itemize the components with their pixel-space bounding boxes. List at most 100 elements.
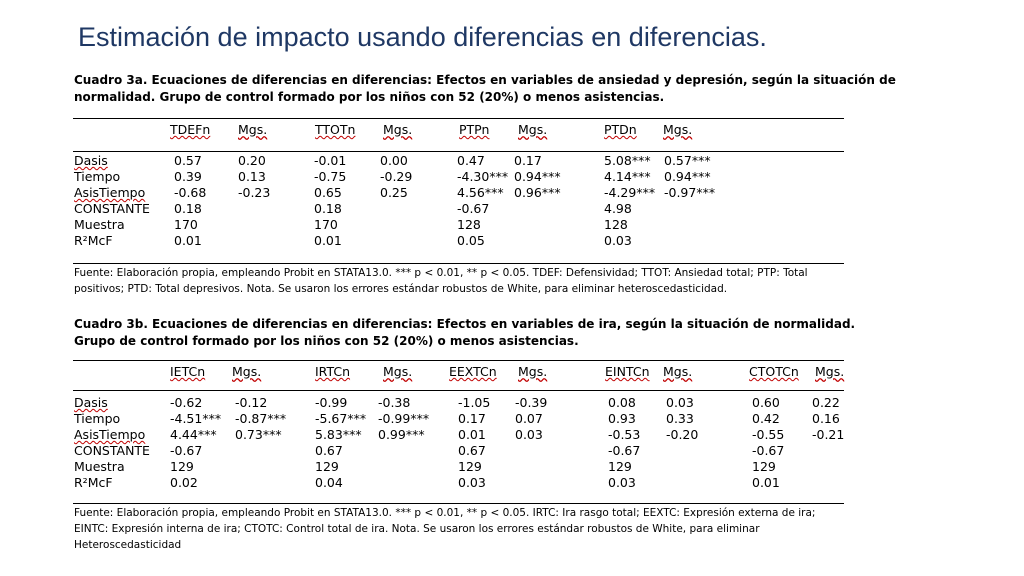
table-cell: 0.17 xyxy=(514,153,542,168)
table-cell: -0.39 xyxy=(515,395,548,410)
table-cell: 0.96*** xyxy=(514,185,561,200)
row-label: AsisTiempo xyxy=(74,185,146,200)
table-cell: 0.42 xyxy=(752,411,780,426)
table-cell: 0.39 xyxy=(174,169,202,184)
row-label: R²McF xyxy=(74,475,113,490)
table-cell: -0.99 xyxy=(315,395,348,410)
table-cell: 0.13 xyxy=(238,169,266,184)
table-cell: -0.99*** xyxy=(378,411,430,426)
table-b-caption-line1: Cuadro 3b. Ecuaciones de diferencias en … xyxy=(74,317,856,331)
table-cell: 0.07 xyxy=(515,411,543,426)
column-header: EEXTCn xyxy=(449,364,497,379)
table-cell: -0.23 xyxy=(238,185,271,200)
table-b-footnote-line1: Fuente: Elaboración propia, empleando Pr… xyxy=(74,507,816,519)
table-cell: 129 xyxy=(170,459,194,474)
row-label: Dasis xyxy=(74,153,108,168)
table-cell: 0.65 xyxy=(314,185,342,200)
table-cell: 129 xyxy=(315,459,339,474)
table-cell: -0.67 xyxy=(752,443,785,458)
table-a-footnote-line1: Fuente: Elaboración propia, empleando Pr… xyxy=(74,267,808,279)
table-cell: 170 xyxy=(314,217,338,232)
table-cell: 0.93 xyxy=(608,411,636,426)
table-b-caption-line2: Grupo de control formado por los niños c… xyxy=(74,334,579,348)
column-header: Mgs. xyxy=(383,122,413,137)
table-b-top-rule xyxy=(73,360,844,361)
table-cell: -4.30*** xyxy=(457,169,509,184)
table-cell: -0.67 xyxy=(170,443,203,458)
table-cell: 0.03 xyxy=(458,475,486,490)
table-cell: 0.47 xyxy=(457,153,485,168)
table-cell: 0.03 xyxy=(666,395,694,410)
table-cell: 4.98 xyxy=(604,201,632,216)
column-header: CTOTCn xyxy=(749,364,799,379)
table-cell: 170 xyxy=(174,217,198,232)
table-cell: -0.20 xyxy=(666,427,699,442)
table-cell: 129 xyxy=(752,459,776,474)
table-cell: -0.12 xyxy=(235,395,268,410)
table-cell: -0.53 xyxy=(608,427,641,442)
table-cell: 0.25 xyxy=(380,185,408,200)
column-header: PTPn xyxy=(459,122,490,137)
table-cell: 0.17 xyxy=(458,411,486,426)
table-cell: 0.57 xyxy=(174,153,202,168)
column-header: Mgs. xyxy=(232,364,262,379)
table-cell: 0.94*** xyxy=(664,169,711,184)
table-cell: 0.03 xyxy=(515,427,543,442)
table-cell: 0.73*** xyxy=(235,427,282,442)
table-cell: -4.51*** xyxy=(170,411,222,426)
table-cell: 0.16 xyxy=(812,411,840,426)
table-cell: 0.22 xyxy=(812,395,840,410)
table-cell: 0.01 xyxy=(314,233,342,248)
slide-title: Estimación de impacto usando diferencias… xyxy=(78,22,767,52)
table-cell: 4.56*** xyxy=(457,185,504,200)
table-cell: 0.57*** xyxy=(664,153,711,168)
table-cell: 0.05 xyxy=(457,233,485,248)
table-cell: 128 xyxy=(604,217,628,232)
table-cell: 128 xyxy=(457,217,481,232)
table-cell: 4.14*** xyxy=(604,169,651,184)
table-a-top-rule xyxy=(73,118,844,119)
table-cell: 0.18 xyxy=(174,201,202,216)
table-cell: -0.38 xyxy=(378,395,411,410)
table-cell: 0.67 xyxy=(315,443,343,458)
table-cell: 0.04 xyxy=(315,475,343,490)
row-label: R²McF xyxy=(74,233,113,248)
column-header: Mgs. xyxy=(383,364,413,379)
table-b-footnote-line2: EINTC: Expresión interna de ira; CTOTC: … xyxy=(74,523,760,535)
table-cell: -5.67*** xyxy=(315,411,367,426)
table-cell: 0.00 xyxy=(380,153,408,168)
row-label: AsisTiempo xyxy=(74,427,146,442)
table-cell: -0.97*** xyxy=(664,185,716,200)
row-label: Tiempo xyxy=(74,411,121,426)
table-a-header-rule xyxy=(73,151,844,152)
column-header: PTDn xyxy=(604,122,637,137)
column-header: Mgs. xyxy=(238,122,268,137)
table-cell: -0.29 xyxy=(380,169,413,184)
table-cell: 0.03 xyxy=(608,475,636,490)
column-header: IRTCn xyxy=(315,364,351,379)
column-header: Mgs. xyxy=(518,122,548,137)
table-cell: -0.01 xyxy=(314,153,347,168)
column-header: TTOTn xyxy=(315,122,356,137)
table-cell: -0.67 xyxy=(457,201,490,216)
table-cell: 0.01 xyxy=(458,427,486,442)
column-header: TDEFn xyxy=(170,122,211,137)
table-cell: -0.21 xyxy=(812,427,845,442)
row-label: Tiempo xyxy=(74,169,121,184)
table-cell: -0.67 xyxy=(608,443,641,458)
table-cell: 129 xyxy=(608,459,632,474)
table-a-caption-line1: Cuadro 3a. Ecuaciones de diferencias en … xyxy=(74,73,896,87)
table-b-footnote-line3: Heteroscedasticidad xyxy=(74,539,182,551)
table-cell: 0.08 xyxy=(608,395,636,410)
table-cell: 0.02 xyxy=(170,475,198,490)
table-cell: -0.68 xyxy=(174,185,207,200)
table-cell: 5.08*** xyxy=(604,153,651,168)
table-cell: -0.62 xyxy=(170,395,203,410)
row-label: Muestra xyxy=(74,459,125,474)
column-header: Mgs. xyxy=(518,364,548,379)
table-cell: -0.87*** xyxy=(235,411,287,426)
column-header: Mgs. xyxy=(663,122,693,137)
column-header: EINTCn xyxy=(605,364,650,379)
table-cell: 5.83*** xyxy=(315,427,362,442)
row-label: CONSTANTE xyxy=(74,201,150,216)
